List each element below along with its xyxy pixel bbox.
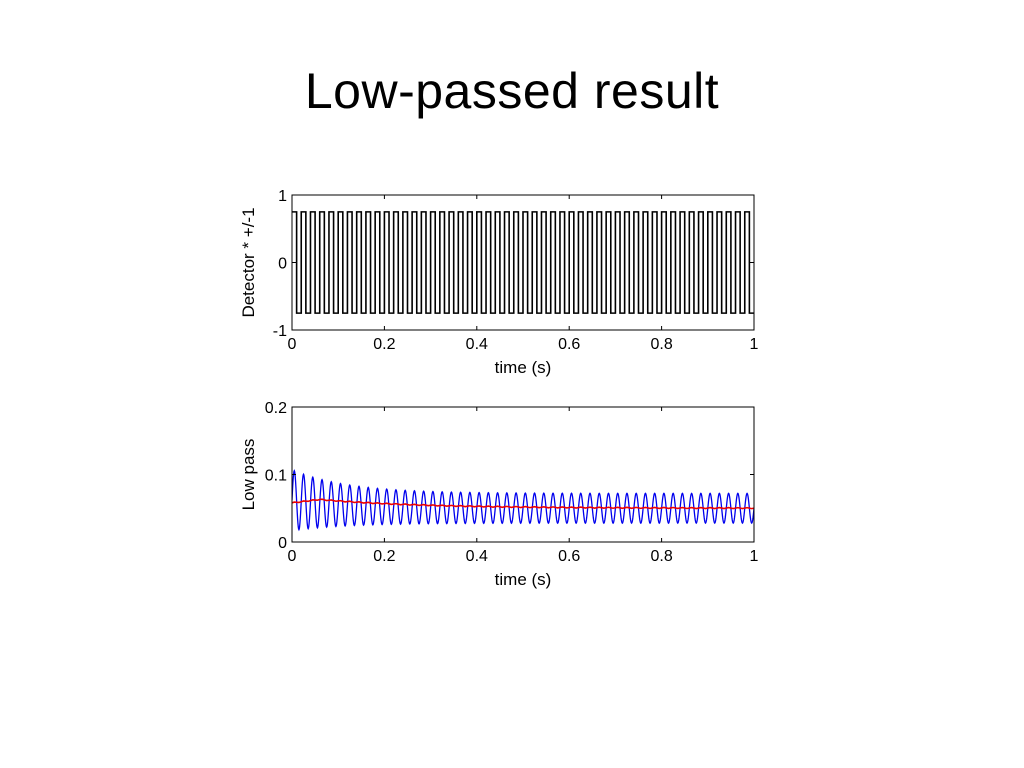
chart1-ytick-label: 0.2: [265, 400, 287, 417]
chart0-series-0-line: [292, 211, 754, 314]
chart0-xtick-label: 0.4: [466, 336, 488, 353]
chart1-xtick-label: 0: [288, 548, 297, 565]
lowpass-chart: 0 0.2 0.4 0.6 0.8 1 0 0.1 0.2 time (s) Low pass: [239, 400, 759, 589]
chart0-ytick-label: 1: [278, 188, 287, 205]
chart0-xtick-label: 0.2: [373, 336, 395, 353]
chart1-ytick-label: 0: [278, 535, 287, 552]
chart1-series-1-line: [292, 498, 754, 510]
chart1-x-axis-label: time (s): [495, 570, 552, 589]
chart1-xtick-label: 0.2: [373, 548, 395, 565]
chart1-xtick-label: 1: [750, 548, 759, 565]
chart0-y-axis-label: Detector * +/-1: [239, 207, 258, 317]
chart1-series-0-line: [292, 469, 754, 532]
chart1-xtick-label: 0.4: [466, 548, 488, 565]
chart0-xtick-label: 1: [750, 336, 759, 353]
chart0-xtick-label: 0.6: [558, 336, 580, 353]
chart1-ytick-label: 0.1: [265, 468, 287, 485]
chart0-xtick-label: 0: [288, 336, 297, 353]
chart0-xtick-label: 0.8: [650, 336, 672, 353]
chart0-x-axis-label: time (s): [495, 358, 552, 377]
chart1-xtick-label: 0.8: [650, 548, 672, 565]
chart1-xtick-label: 0.6: [558, 548, 580, 565]
chart0-ytick-label: 0: [278, 256, 287, 273]
chart0-ytick-label: -1: [273, 323, 287, 340]
slide-title: Low-passed result: [304, 63, 720, 119]
chart1-y-axis-label: Low pass: [239, 439, 258, 511]
chart1-axes-frame: [291, 406, 755, 543]
